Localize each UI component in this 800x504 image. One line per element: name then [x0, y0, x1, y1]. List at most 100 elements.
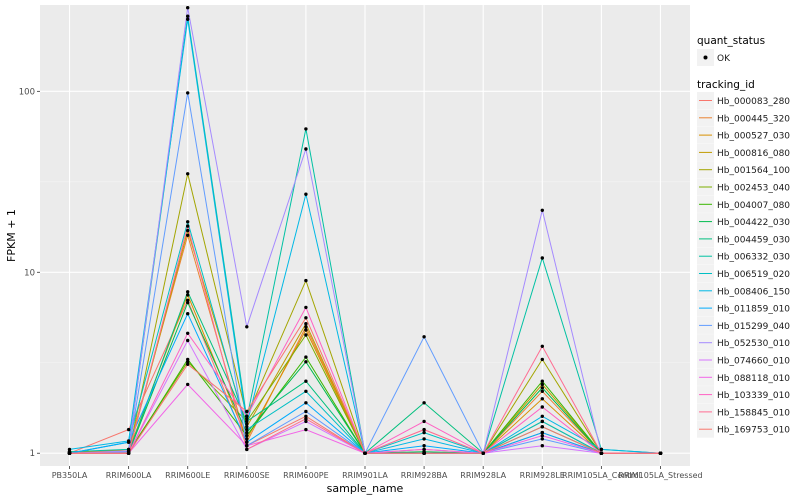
data-point	[245, 325, 249, 329]
x-tick-label: RRIM600LE	[165, 471, 210, 480]
data-point	[304, 322, 308, 326]
data-point	[599, 451, 604, 455]
legend-item: Hb_002453_040	[697, 178, 790, 196]
data-point	[186, 338, 190, 343]
data-point	[186, 362, 190, 366]
legend-item: Hb_011859_010	[697, 299, 790, 317]
data-point	[245, 447, 249, 452]
data-point	[245, 425, 249, 429]
data-point	[540, 389, 544, 393]
legend-label: Hb_008406_150	[717, 287, 790, 297]
legend: quant_status OK tracking_id Hb_000083_28…	[697, 35, 790, 438]
data-point	[540, 208, 544, 212]
legend-item: Hb_004422_030	[697, 213, 790, 231]
legend-label: Hb_006519_020	[717, 270, 790, 280]
data-point	[67, 447, 72, 452]
x-tick-label: RRIM901LA	[342, 471, 388, 480]
legend-label: Hb_000816_080	[717, 149, 790, 159]
data-point	[304, 316, 308, 320]
legend-item: Hb_006332_030	[697, 247, 790, 265]
legend-label: Hb_001564_100	[717, 166, 790, 176]
legend-item: Hb_015299_040	[697, 316, 790, 334]
data-point	[304, 278, 308, 283]
legend-label: Hb_052530_010	[717, 339, 790, 349]
data-point	[304, 360, 308, 364]
data-point	[245, 422, 249, 426]
data-point	[245, 437, 249, 441]
legend-label: Hb_011859_010	[717, 305, 790, 315]
data-point	[186, 14, 190, 18]
data-point	[304, 147, 308, 151]
data-point	[304, 325, 308, 329]
data-point	[304, 333, 308, 337]
data-point	[186, 17, 190, 21]
data-point	[422, 419, 426, 424]
data-point	[245, 440, 249, 444]
legend-label: Hb_004422_030	[717, 218, 790, 228]
legend-quant-title: quant_status	[697, 35, 765, 47]
legend-item: Hb_088118_010	[697, 368, 790, 386]
data-point	[245, 427, 249, 432]
y-tick-label: 1	[30, 449, 35, 459]
data-point	[422, 427, 426, 432]
data-point	[540, 386, 544, 390]
legend-label: Hb_004459_030	[717, 235, 790, 245]
data-point	[245, 414, 249, 418]
data-point	[245, 444, 249, 448]
legend-label: Hb_000527_030	[717, 132, 790, 142]
x-tick-label: RRIM928BA	[401, 471, 448, 480]
data-point	[186, 224, 190, 228]
data-point	[304, 401, 308, 405]
x-tick-label: RRIM105LA_Control	[562, 471, 641, 480]
data-point	[540, 430, 544, 435]
legend-label: Hb_006332_030	[717, 253, 790, 263]
data-point	[422, 401, 426, 405]
data-point	[304, 419, 308, 424]
data-point	[422, 444, 426, 448]
legend-label: Hb_158845_010	[717, 408, 790, 418]
legend-series-title: tracking_id	[697, 79, 755, 91]
data-point	[540, 437, 544, 441]
x-tick-label: RRIM928LE	[520, 471, 565, 480]
legend-label: Hb_004007_080	[717, 201, 790, 211]
y-axis-title: FPKM + 1	[5, 209, 18, 262]
data-point	[304, 192, 308, 196]
data-point	[540, 357, 544, 362]
data-point	[304, 389, 308, 393]
data-point	[186, 357, 190, 362]
data-point	[540, 344, 544, 348]
data-point	[422, 451, 426, 455]
data-point	[245, 434, 249, 438]
legend-label: Hb_088118_010	[717, 374, 790, 384]
legend-item: Hb_103339_010	[697, 386, 790, 404]
data-point	[245, 417, 249, 421]
data-point	[245, 430, 249, 435]
data-point	[658, 451, 663, 455]
x-tick-label: RRIM600SE	[224, 471, 270, 480]
y-tick-label: 100	[19, 87, 35, 97]
data-point	[126, 427, 131, 432]
data-point	[304, 328, 308, 332]
data-point	[245, 409, 249, 414]
data-point	[186, 172, 190, 176]
legend-label: Hb_169753_010	[717, 426, 790, 436]
x-tick-label: RRIM600LA	[106, 471, 152, 480]
legend-label: Hb_002453_040	[717, 184, 790, 194]
legend-label: Hb_074660_010	[717, 357, 790, 367]
legend-item: Hb_001564_100	[697, 161, 790, 179]
legend-item: Hb_000527_030	[697, 126, 790, 144]
data-point	[186, 382, 190, 387]
data-point	[540, 382, 544, 387]
data-point	[186, 6, 190, 10]
data-point	[186, 360, 190, 364]
data-point	[540, 256, 544, 260]
data-point	[540, 405, 544, 409]
legend-item: Hb_158845_010	[697, 403, 790, 421]
legend-quant-label: OK	[717, 54, 731, 64]
data-point	[245, 419, 249, 424]
legend-item: Hb_004459_030	[697, 230, 790, 248]
data-point	[186, 233, 190, 237]
legend-item: Hb_000445_320	[697, 109, 790, 127]
legend-label: Hb_015299_040	[717, 322, 790, 332]
